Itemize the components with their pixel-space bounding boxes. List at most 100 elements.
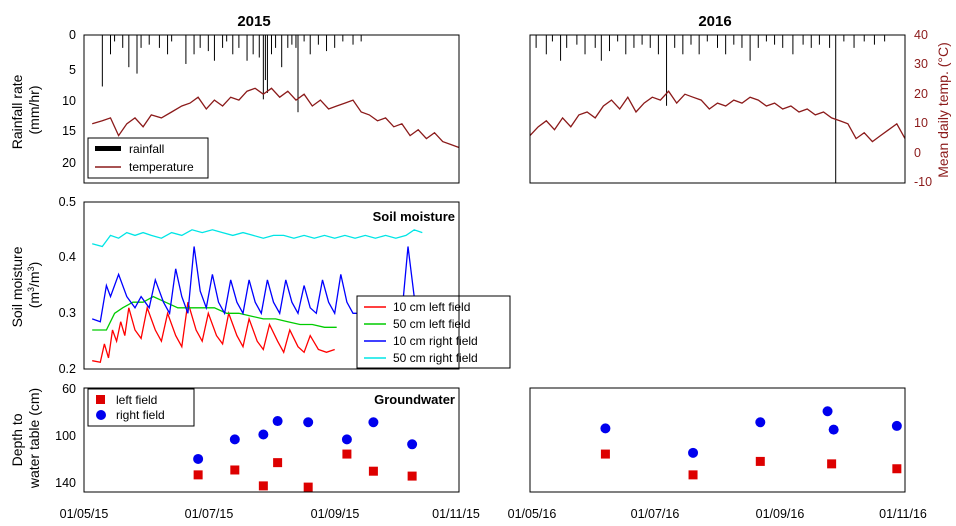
gw-point-right bbox=[368, 417, 379, 428]
gw-2016-xtick-label: 01/05/16 bbox=[508, 507, 557, 521]
legend-gw-left-swatch bbox=[96, 395, 105, 404]
gw-2015-xtick-label: 01/09/15 bbox=[311, 507, 360, 521]
legend-gw-left-label: left field bbox=[116, 393, 157, 407]
legend-temperature-label: temperature bbox=[129, 160, 194, 174]
gw-point-left bbox=[755, 456, 765, 466]
panel-rain-2015: 2015 Rainfall rate (mm/hr) 0 5 10 15 20 … bbox=[9, 13, 460, 184]
gw-2016-xtick-label: 01/11/16 bbox=[879, 507, 927, 521]
rain-ytick-label: 20 bbox=[62, 156, 76, 170]
rain-ytick-label: 10 bbox=[62, 94, 76, 108]
gw-point-right bbox=[258, 429, 269, 440]
gw-point-left bbox=[368, 466, 378, 476]
temp-ylabel: Mean daily temp. (°C) bbox=[935, 42, 951, 178]
gw-2015-xtick-label: 01/05/15 bbox=[60, 507, 109, 521]
gw-2016-xticks: 01/05/16 01/07/16 01/09/16 01/11/16 bbox=[508, 507, 927, 521]
gw-point-right bbox=[891, 420, 902, 431]
title-2015: 2015 bbox=[237, 13, 270, 30]
gw-point-right bbox=[272, 416, 283, 427]
gw-point-left bbox=[273, 458, 283, 468]
soil-yticks: 0.2 0.3 0.4 0.5 bbox=[59, 195, 76, 376]
soil-legend-box bbox=[356, 295, 511, 369]
gw-point-right bbox=[407, 439, 418, 450]
gw-point-left bbox=[193, 470, 203, 480]
gw-point-right bbox=[822, 406, 833, 417]
gw-point-left bbox=[407, 471, 417, 481]
soil-line-left50 bbox=[92, 295, 337, 331]
gw-2016-points bbox=[600, 406, 902, 480]
gw-point-left bbox=[600, 449, 610, 459]
legend-rainfall-swatch bbox=[95, 146, 121, 151]
soil-ylabel-sup: 3 bbox=[26, 287, 36, 292]
soil-line-right50 bbox=[92, 229, 423, 248]
rain-ylabel-line2: (mm/hr) bbox=[26, 86, 42, 135]
gw-ylabel-line2: water table (cm) bbox=[26, 388, 42, 489]
legend-gw-right-label: right field bbox=[116, 408, 165, 422]
soil-ylabel-sup: 3 bbox=[26, 266, 36, 271]
gw-point-right bbox=[755, 417, 766, 428]
soil-panel-label: Soil moisture bbox=[373, 209, 455, 224]
rain-ytick-label: 15 bbox=[62, 124, 76, 138]
gw-2015-xticks: 01/05/15 01/07/15 01/09/15 01/11/15 bbox=[60, 507, 480, 521]
gw-legend: left field right field bbox=[87, 388, 195, 427]
gw-2016-xtick-label: 01/09/16 bbox=[756, 507, 805, 521]
soil-legend: 10 cm left field 50 cm left field 10 cm … bbox=[356, 295, 511, 369]
gw-point-left bbox=[342, 449, 352, 459]
rain-legend-box bbox=[87, 137, 209, 179]
panel-soil-2015: Soil moisture (m3/m3) 0.2 0.3 0.4 0.5 So… bbox=[9, 195, 511, 376]
gw-point-right bbox=[828, 424, 839, 435]
gw-2015-xtick-label: 01/07/15 bbox=[185, 507, 234, 521]
gw-ytick-label: 60 bbox=[62, 382, 76, 396]
legend-right10-label: 10 cm right field bbox=[393, 334, 478, 348]
gw-2015-xtick-label: 01/11/15 bbox=[432, 507, 480, 521]
temperature-line-2015 bbox=[92, 87, 460, 149]
gw-point-right bbox=[341, 434, 352, 445]
gw-ylabel-line1: Depth to bbox=[9, 413, 25, 466]
temp-ytick-label: -10 bbox=[914, 175, 932, 189]
temperature-line-2016 bbox=[529, 90, 906, 143]
plot-frame-gw-2015 bbox=[83, 387, 460, 493]
temp-ytick-label: 0 bbox=[914, 146, 921, 160]
gw-point-right bbox=[229, 434, 240, 445]
panel-gw-2015: Depth to water table (cm) 60 100 140 Gro… bbox=[9, 382, 480, 521]
rain-ylabel-line1: Rainfall rate bbox=[9, 74, 25, 149]
soil-ytick-label: 0.5 bbox=[59, 195, 76, 209]
soil-line-left10 bbox=[92, 302, 335, 364]
gw-point-right bbox=[600, 423, 611, 434]
temp-ytick-label: 20 bbox=[914, 87, 928, 101]
title-2016: 2016 bbox=[698, 13, 731, 30]
gw-ytick-label: 100 bbox=[55, 429, 76, 443]
legend-rainfall-label: rainfall bbox=[129, 142, 164, 156]
rain-2015-spikes bbox=[101, 35, 362, 113]
gw-point-left bbox=[827, 459, 837, 469]
gw-ytick-label: 140 bbox=[55, 476, 76, 490]
gw-point-left bbox=[892, 464, 902, 474]
plot-frame-rain-2015 bbox=[83, 34, 460, 184]
plot-frame-rain-2016 bbox=[529, 34, 906, 184]
temp-ytick-label: 40 bbox=[914, 28, 928, 42]
rain-2015-yticks: 0 5 10 15 20 bbox=[62, 28, 76, 170]
gw-point-left bbox=[303, 482, 313, 492]
legend-left10-label: 10 cm left field bbox=[393, 300, 470, 314]
soil-ylabel-line1: Soil moisture bbox=[9, 246, 25, 327]
temp-ytick-label: 10 bbox=[914, 116, 928, 130]
gw-point-right bbox=[688, 447, 699, 458]
rain-ytick-label: 0 bbox=[69, 28, 76, 42]
temp-yticks: 40 30 20 10 0 -10 bbox=[914, 28, 932, 189]
rain-legend: rainfall temperature bbox=[87, 137, 209, 179]
soil-ylabel-part: (m bbox=[26, 292, 42, 308]
soil-ylabel: Soil moisture (m3/m3) bbox=[9, 243, 42, 328]
temp-2015-line-group bbox=[92, 87, 460, 149]
temp-ytick-label: 30 bbox=[914, 57, 928, 71]
gw-point-right bbox=[193, 453, 204, 464]
soil-ylabel-part: ) bbox=[26, 262, 42, 267]
panel-gw-2016: 01/05/16 01/07/16 01/09/16 01/11/16 bbox=[508, 387, 927, 521]
temp-2016-line-group bbox=[529, 90, 906, 143]
gw-point-left bbox=[230, 465, 240, 475]
soil-ylabel-line2: (m3/m3) bbox=[26, 262, 42, 309]
gw-point-left bbox=[258, 481, 268, 491]
soil-ytick-label: 0.4 bbox=[59, 250, 76, 264]
rain-2016-spikes bbox=[535, 35, 886, 183]
legend-left50-label: 50 cm left field bbox=[393, 317, 470, 331]
panel-rain-2016: 2016 40 30 20 10 0 -10 Mean daily temp. … bbox=[529, 13, 951, 189]
